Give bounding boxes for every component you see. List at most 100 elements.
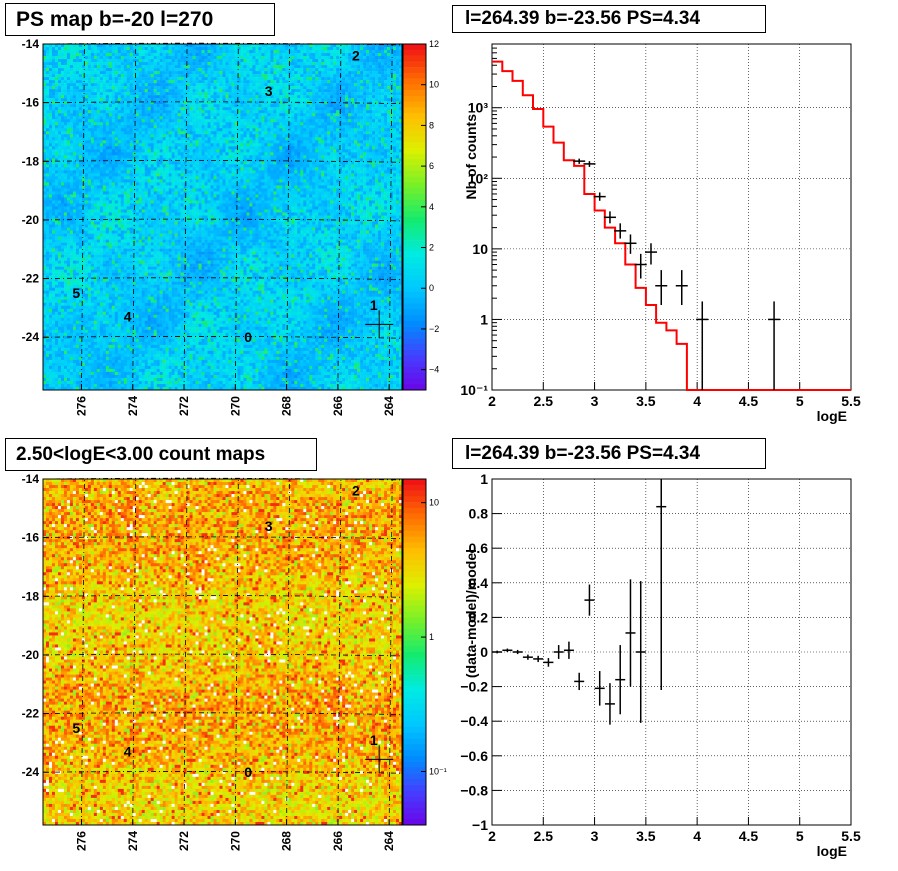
colorbar-bin xyxy=(403,182,426,189)
source-label: 0 xyxy=(244,764,252,780)
colorbar-bin xyxy=(403,372,426,379)
count-map-graticule-lon xyxy=(81,478,85,826)
ytick-label: 0.6 xyxy=(469,540,489,556)
ps-map-ytick-label: -14 xyxy=(22,37,40,51)
colorbar-bin xyxy=(403,315,426,322)
colorbar-bin xyxy=(403,784,426,791)
x-axis-label: logE xyxy=(817,408,847,424)
ps-map-graticule-lon xyxy=(81,43,85,391)
colorbar-bin xyxy=(403,274,426,281)
colorbar-frame xyxy=(402,478,427,826)
ps-map-graticule-lon xyxy=(286,43,291,391)
colorbar-bin xyxy=(403,686,426,693)
ytick-label: 0.8 xyxy=(469,506,489,522)
residuals-frame xyxy=(491,478,852,826)
ytick-label: 10² xyxy=(468,170,489,186)
colorbar-bin xyxy=(403,170,426,177)
y-axis-label: (data-model)/model xyxy=(463,549,479,678)
colorbar-bin xyxy=(403,755,426,762)
ytick-label: 10 xyxy=(472,241,488,257)
ps-map-graticule xyxy=(42,42,403,391)
colorbar-bin xyxy=(403,577,426,584)
residuals-title: l=264.39 b=-23.56 PS=4.34 xyxy=(452,438,766,469)
ps-map-xtick-label: 274 xyxy=(126,396,140,416)
colorbar-bin xyxy=(403,153,426,160)
ps-map-graticule-lon xyxy=(234,43,239,391)
colorbar-bin xyxy=(403,750,426,757)
spectrum-title: l=264.39 b=-23.56 PS=4.34 xyxy=(452,5,766,33)
colorbar-bin xyxy=(403,280,426,287)
ytick-label: 1 xyxy=(480,471,488,487)
count-map-graticule-lon xyxy=(183,478,188,826)
colorbar-bin xyxy=(403,767,426,774)
xtick-label: 2.5 xyxy=(534,828,554,844)
count-map-ytick-label: -14 xyxy=(22,472,40,486)
colorbar-bin xyxy=(403,147,426,154)
colorbar-bin xyxy=(403,349,426,356)
colorbar-bin xyxy=(403,101,426,108)
colorbar-bin xyxy=(403,698,426,705)
colorbar-bin xyxy=(403,136,426,143)
colorbar-bin xyxy=(403,222,426,229)
colorbar-bin xyxy=(403,507,426,514)
ytick-label: 0.4 xyxy=(469,575,489,591)
ytick-label: 1 xyxy=(480,311,488,327)
xtick-label: 2 xyxy=(488,828,496,844)
colorbar-bin xyxy=(403,130,426,137)
colorbar-bin xyxy=(403,240,426,247)
colorbar-bin xyxy=(403,95,426,102)
count-map-ytick-label: -20 xyxy=(22,648,40,662)
ps-map-frame xyxy=(42,43,403,391)
colorbar-bin xyxy=(403,692,426,699)
colorbar-bin xyxy=(403,113,426,120)
colorbar-bin xyxy=(403,332,426,339)
colorbar-bin xyxy=(403,251,426,258)
colorbar-bin xyxy=(403,709,426,716)
colorbar-bin xyxy=(403,600,426,607)
colorbar-bin xyxy=(403,675,426,682)
colorbar-bin xyxy=(403,234,426,241)
ytick-label: 10³ xyxy=(468,100,489,116)
colorbar-bin xyxy=(403,343,426,350)
source-label: 4 xyxy=(124,744,132,760)
count-map-xtick-label: 274 xyxy=(126,831,140,851)
colorbar-bin xyxy=(403,732,426,739)
colorbar-frame xyxy=(402,43,427,391)
colorbar-bin xyxy=(403,490,426,497)
source-label: 4 xyxy=(124,309,132,325)
count-map-graticule-lon xyxy=(286,478,291,826)
count-map-ytick-label: -22 xyxy=(22,707,40,721)
colorbar-bin xyxy=(403,726,426,734)
colorbar-bin xyxy=(403,669,426,676)
colorbar-bin xyxy=(403,530,426,537)
colorbar-tick-label: 10 xyxy=(429,498,439,508)
colorbar-bin xyxy=(403,199,426,206)
count-map-xtick-label: 268 xyxy=(280,831,294,851)
colorbar-tick-label: 8 xyxy=(429,120,434,130)
colorbar-bin xyxy=(403,559,426,566)
spectrum-grid xyxy=(491,44,852,391)
count-map-ytick-label: -16 xyxy=(22,531,40,545)
colorbar-bin xyxy=(403,640,426,647)
colorbar-bin xyxy=(403,67,426,74)
colorbar-bin xyxy=(403,611,426,618)
colorbar-bin xyxy=(403,582,426,589)
count-map-xtick-label: 270 xyxy=(228,831,242,851)
colorbar-bin xyxy=(403,205,426,212)
colorbar-bin xyxy=(403,55,426,62)
count-map-frame xyxy=(42,478,403,826)
ytick-label: 0.2 xyxy=(469,609,489,625)
xtick-label: 4.5 xyxy=(739,828,759,844)
ps-map-title: PS map b=-20 l=270 xyxy=(5,3,275,36)
colorbar-bin xyxy=(403,257,426,264)
colorbar-bin xyxy=(403,715,426,722)
colorbar-bin xyxy=(403,384,426,391)
colorbar-bin xyxy=(403,680,426,687)
colorbar-bin xyxy=(403,548,426,555)
y-axis-label: Nb of counts xyxy=(463,114,479,200)
colorbar-bin xyxy=(403,118,426,126)
